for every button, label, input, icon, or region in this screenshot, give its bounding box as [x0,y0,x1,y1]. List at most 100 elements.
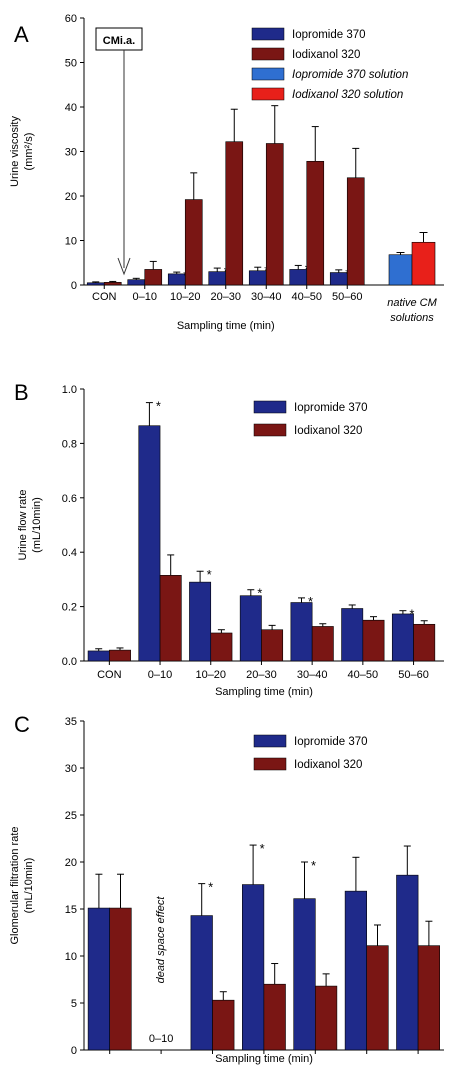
y-axis-label-line: Urine flow rate [17,490,29,561]
bar-iodixanol [315,986,337,1050]
legend-label: Iodixanol 320 [294,759,362,771]
x-tick-label: 50–60 [332,291,363,303]
bar-iodixanol [266,143,283,285]
bar-iopromide [242,885,264,1050]
panel-letter: A [14,22,29,47]
bar-iopromide [240,596,261,661]
bar-iodixanol [347,178,364,285]
bar-iodixanol [145,269,162,285]
bar-iodixanol [414,624,435,661]
y-axis-label-line: Urine viscosity [9,116,21,187]
legend-swatch [252,68,284,80]
y-tick-label: 5 [71,998,77,1010]
significance-star: * [260,841,265,856]
y-tick-label: 30 [65,763,77,775]
y-tick-label: 20 [65,191,77,203]
y-tick-label: 15 [65,904,77,916]
bar-iodixanol [363,620,384,661]
legend: Iopromide 370 Iodixanol 320 [254,401,368,437]
annotation-text: dead space effect [155,896,167,984]
y-tick-label: 30 [65,147,77,159]
x-tick-label: 30–40 [251,291,282,303]
panel-letter: C [14,712,30,737]
x-axis-label: Sampling time (min) [215,686,313,698]
panel-a: A 0 10 20 30 40 50 60 Urine viscosity (mm²/s) Samp… [9,13,444,332]
bar-iopromide [345,891,367,1050]
bar-iodixanol [261,630,282,661]
x-axis-label: Sampling time (min) [177,320,275,332]
y-tick-label: 0.6 [62,493,77,505]
y-tick-label: 20 [65,857,77,869]
y-tick-label: 40 [65,102,77,114]
legend: Iopromide 370 Iodixanol 320 [254,735,368,771]
y-axis-label-line: (mL/10min) [23,858,35,914]
legend-swatch [252,48,284,60]
extra-group-label: solutions [390,312,434,324]
panel-c: C05101520253035Glomerular filtration rat… [9,712,444,1065]
y-tick-label: 0.2 [62,602,77,614]
bar-iopromide [397,875,419,1050]
bar-iodixanol [418,946,440,1050]
bar-iodixanol-solution [412,242,435,285]
bar-iodixanol [226,142,243,285]
legend-label: Iopromide 370 [292,29,366,41]
legend-swatch [252,88,284,100]
legend-label: Iodixanol 320 [292,49,360,61]
y-tick-label: 50 [65,58,77,70]
y-axis-label-line: (mL/10min) [31,497,43,553]
bar-iodixanol [307,161,324,285]
legend-label: Iodixanol 320 [294,425,362,437]
x-tick-label: 10–20 [170,291,201,303]
bar-iopromide [294,899,316,1050]
y-tick-label: 60 [65,13,77,25]
x-tick-label: 0–10 [148,669,172,681]
bar-iodixanol [312,626,333,661]
y-axis-label-line: (mm²/s) [23,133,35,171]
x-tick-label: 20–30 [246,669,277,681]
bar-iodixanol [211,633,232,661]
bar-iodixanol [264,984,286,1050]
x-tick-label: 10–20 [195,669,226,681]
y-tick-label: 0 [71,280,77,292]
bar-iopromide [128,280,145,285]
bar-iopromide [88,651,109,661]
x-tick-label: 0–10 [133,291,157,303]
legend: Iopromide 370 Iodixanol 320 Iopromide 370 … [252,28,408,101]
legend-label: Iopromide 370 solution [292,69,408,81]
y-axis-label: Glomerular filtration rate (mL/10min) [9,827,35,945]
bar-iodixanol [185,200,202,285]
bar-iodixanol [213,1000,235,1050]
bar-iodixanol [109,650,130,661]
legend-label: Iopromide 370 [294,736,368,748]
x-tick-label: 0–10 [149,1033,173,1045]
y-tick-label: 0.4 [62,547,77,559]
x-axis-label: Sampling time (min) [215,1053,313,1065]
legend-swatch [252,28,284,40]
y-tick-label: 0.8 [62,438,77,450]
x-tick-label: CON [97,669,122,681]
panel-b: B 0.0 0.2 0.4 0.6 0.8 1.0 Urine flow rate (mL/10… [14,380,444,698]
bar-iopromide [342,609,363,661]
x-tick-label: 20–30 [210,291,241,303]
y-tick-label: 10 [65,951,77,963]
bar-iodixanol [160,575,181,661]
bar-iopromide [191,916,213,1050]
y-axis-label: Urine viscosity (mm²/s) [9,116,35,187]
bar-iopromide [139,426,160,661]
y-tick-label: 25 [65,810,77,822]
significance-star: * [311,858,316,873]
annotation-text: CMi.a. [103,35,135,47]
y-tick-label: 35 [65,716,77,728]
bar-iopromide [88,908,110,1050]
significance-star: * [208,880,213,895]
bar-iodixanol [104,282,121,285]
legend-label: Iodixanol 320 solution [292,89,403,101]
bar-iopromide [291,603,312,661]
legend-swatch [254,424,286,436]
y-axis-label-line: Glomerular filtration rate [9,827,21,945]
significance-star: * [257,586,262,601]
y-tick-label: 0.0 [62,656,77,668]
bar-iodixanol [367,946,389,1050]
x-tick-label: CON [92,291,117,303]
